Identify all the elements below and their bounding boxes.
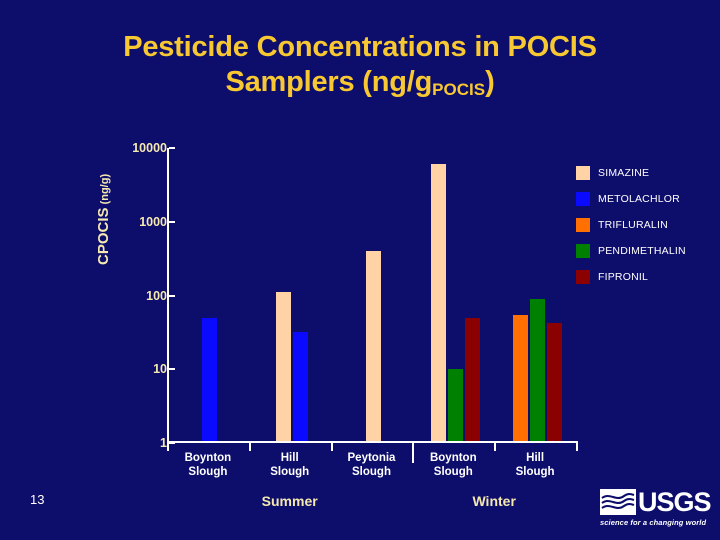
legend-item: FIPRONIL <box>576 267 686 286</box>
category-divider-tick <box>248 443 251 451</box>
season-label: Summer <box>261 493 318 509</box>
y-axis-title-main: CPOCIS <box>95 207 112 265</box>
category-divider-tick <box>494 443 497 451</box>
category-divider-tick <box>576 443 578 451</box>
legend-label: SIMAZINE <box>598 166 650 179</box>
bar-fipronil-5 <box>546 323 562 441</box>
season-divider-tick <box>412 443 415 463</box>
page-title: Pesticide Concentrations in POCIS Sample… <box>0 30 720 101</box>
category-label-line2: Slough <box>188 466 228 479</box>
y-axis-tick-label: 1 <box>160 436 167 450</box>
page-number: 13 <box>30 492 45 507</box>
legend-swatch-icon <box>576 269 590 284</box>
bar-pendimethalin-5 <box>529 298 545 441</box>
category-label-line2: Slough <box>433 466 473 479</box>
category-label-line1: Peytonia <box>347 452 396 464</box>
bar-fipronil-4 <box>464 317 480 441</box>
title-line-2-prefix: Samplers (ng/g <box>225 66 433 99</box>
category-label-line1: Boynton <box>184 452 232 464</box>
legend-label: FIPRONIL <box>598 270 649 283</box>
category-label-line1: Hill <box>280 452 299 464</box>
category-label: Peytonia Slough <box>331 451 413 480</box>
usgs-tagline: science for a changing world <box>600 518 707 527</box>
category-label-line2: Slough <box>515 466 555 479</box>
chart-plot-area: 10000 1000 100 10 1 CPOCIS (ng/g) Boynton Slo… <box>95 141 578 509</box>
legend-item: SIMAZINE <box>576 163 686 182</box>
chart-legend: SIMAZINE METOLACHLOR TRIFLURALIN PENDIMETHA… <box>576 163 686 293</box>
bar-metolachlor-2 <box>292 332 308 441</box>
category-label-line2: Slough <box>270 466 310 479</box>
title-subscript: POCIS <box>432 80 486 100</box>
x-axis-line <box>167 441 578 443</box>
y-axis-tick-label: 1000 <box>139 214 167 229</box>
category-label: Hill Slough <box>494 451 576 480</box>
title-line-2-suffix: ) <box>485 66 495 99</box>
bar-series-container <box>169 148 578 441</box>
category-label: Boynton Slough <box>412 451 494 480</box>
bar-trifluralin-5 <box>512 314 528 441</box>
bar-simazine-3 <box>366 251 381 441</box>
category-label: Hill Slough <box>249 451 331 480</box>
bar-pendimethalin-4 <box>447 369 463 441</box>
y-axis-title: CPOCIS (ng/g) <box>95 65 112 265</box>
legend-swatch-icon <box>576 165 590 180</box>
title-line-1: Pesticide Concentrations in POCIS <box>123 31 597 63</box>
legend-label: PENDIMETHALIN <box>598 244 686 257</box>
category-divider-tick <box>330 443 333 451</box>
y-axis-line <box>167 148 169 443</box>
usgs-wave-icon <box>600 489 636 515</box>
y-axis-tick-label: 10000 <box>132 141 167 155</box>
legend-swatch-icon <box>576 191 590 206</box>
legend-swatch-icon <box>576 217 590 232</box>
y-axis-tick <box>169 368 175 371</box>
y-axis-tick <box>169 294 175 297</box>
y-axis-tick-labels: 10000 1000 100 10 1 <box>132 141 167 450</box>
usgs-logo: USGS science for a changing world <box>600 487 712 531</box>
legend-label: METOLACHLOR <box>598 192 680 205</box>
y-axis-tick <box>169 442 175 444</box>
legend-item: PENDIMETHALIN <box>576 241 686 260</box>
category-label-line1: Boynton <box>429 452 477 464</box>
bar-simazine-4 <box>430 164 446 441</box>
category-label: Boynton Slough <box>167 451 249 480</box>
y-axis-tick-label: 10 <box>153 362 167 377</box>
legend-label: TRIFLURALIN <box>598 218 668 231</box>
bar-simazine-2 <box>275 292 291 441</box>
y-axis-title-unit: (ng/g) <box>99 173 111 208</box>
y-axis-tick-label: 100 <box>146 288 167 303</box>
legend-item: TRIFLURALIN <box>576 215 686 234</box>
y-axis-tick <box>169 220 175 223</box>
season-label: Winter <box>472 493 516 509</box>
usgs-wordmark: USGS <box>638 487 712 517</box>
category-divider-tick <box>167 443 169 451</box>
category-label-line2: Slough <box>352 466 391 479</box>
bar-metolachlor-1 <box>202 317 218 441</box>
category-label-line1: Hill <box>526 452 545 464</box>
y-axis-tick <box>169 147 175 149</box>
legend-swatch-icon <box>576 243 590 258</box>
legend-item: METOLACHLOR <box>576 189 686 208</box>
